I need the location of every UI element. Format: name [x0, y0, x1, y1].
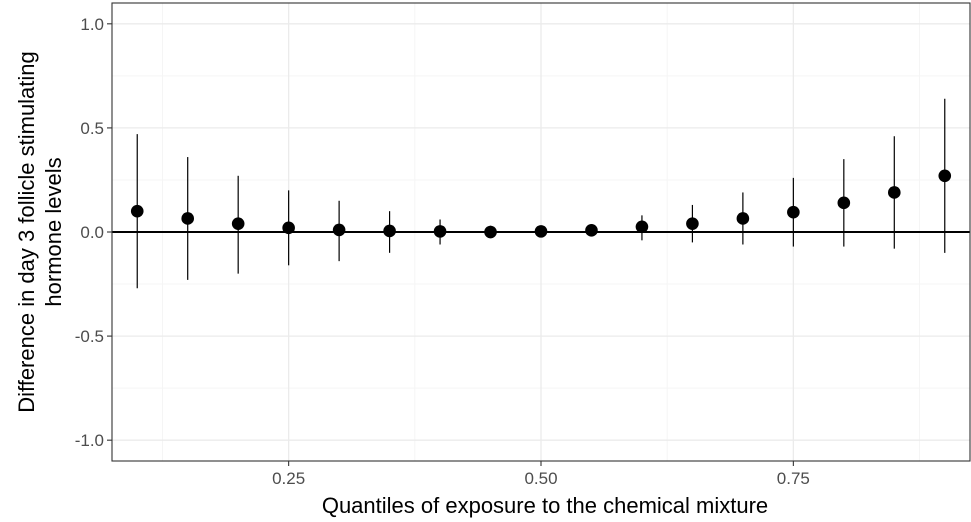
y-tick-label: 0.5	[80, 119, 104, 138]
y-axis-title-line-1: Difference in day 3 follicle stimulating	[14, 51, 39, 413]
y-tick-label: -0.5	[75, 327, 104, 346]
data-point	[837, 196, 851, 210]
data-point	[938, 169, 952, 183]
data-point	[231, 217, 245, 230]
data-point	[635, 220, 649, 234]
y-axis: -1.0 -0.5 0.0 0.5 1.0	[75, 15, 112, 450]
data-point	[332, 223, 346, 237]
y-tick-label: 0.0	[80, 223, 104, 242]
data-point	[433, 225, 447, 238]
data-point	[282, 221, 295, 235]
y-axis-title-line-2: hormone levels	[41, 157, 66, 306]
data-point	[736, 212, 750, 225]
data-point	[181, 212, 195, 225]
data-point	[787, 205, 800, 219]
data-point	[887, 186, 901, 199]
y-tick-label: 1.0	[80, 15, 104, 34]
grid	[112, 3, 970, 461]
x-axis-title: Quantiles of exposure to the chemical mi…	[322, 493, 768, 518]
x-tick-label: 0.25	[272, 469, 305, 488]
x-tick-label: 0.50	[524, 469, 557, 488]
y-axis-title: Difference in day 3 follicle stimulating…	[14, 51, 66, 413]
x-tick-label: 0.75	[777, 469, 810, 488]
data-point	[534, 225, 548, 238]
data-point	[484, 225, 497, 239]
data-points	[130, 169, 952, 239]
data-point	[686, 217, 699, 230]
data-point	[383, 224, 396, 238]
y-tick-label: -1.0	[75, 431, 104, 450]
data-point	[130, 204, 144, 218]
x-axis: 0.25 0.50 0.75	[272, 461, 810, 488]
data-point	[585, 224, 598, 237]
